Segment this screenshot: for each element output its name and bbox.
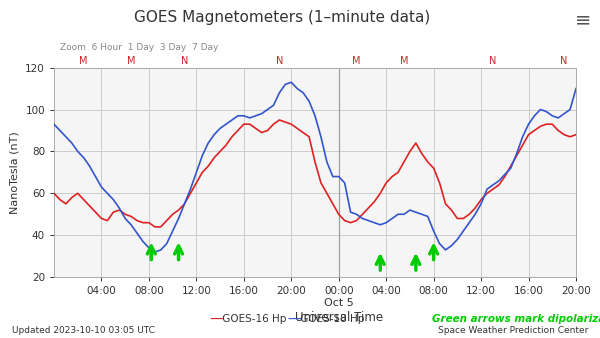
- Text: Space Weather Prediction Center: Space Weather Prediction Center: [437, 325, 588, 335]
- Text: Green arrows mark dipolarizations: Green arrows mark dipolarizations: [432, 314, 600, 324]
- Text: M: M: [400, 55, 408, 66]
- Text: Universal Time: Universal Time: [295, 311, 383, 324]
- Text: N: N: [276, 55, 283, 66]
- Text: N: N: [560, 55, 568, 66]
- Text: Updated 2023-10-10 03:05 UTC: Updated 2023-10-10 03:05 UTC: [12, 325, 155, 335]
- Y-axis label: NanoTesla (nT): NanoTesla (nT): [10, 131, 20, 214]
- Text: —: —: [209, 312, 223, 327]
- Text: ≡: ≡: [575, 10, 591, 29]
- Text: Zoom  6 Hour  1 Day  3 Day  7 Day: Zoom 6 Hour 1 Day 3 Day 7 Day: [60, 43, 218, 52]
- Text: GOES Magnetometers (1–minute data): GOES Magnetometers (1–minute data): [134, 10, 430, 25]
- Text: GOES-16 Hp: GOES-16 Hp: [219, 314, 286, 324]
- Text: M: M: [352, 55, 361, 66]
- Text: —: —: [287, 312, 301, 327]
- Text: Oct 5: Oct 5: [324, 298, 353, 308]
- Text: M: M: [79, 55, 88, 66]
- Text: N: N: [489, 55, 497, 66]
- Text: N: N: [181, 55, 188, 66]
- Text: M: M: [127, 55, 136, 66]
- Text: GOES-18 Hp: GOES-18 Hp: [297, 314, 364, 324]
